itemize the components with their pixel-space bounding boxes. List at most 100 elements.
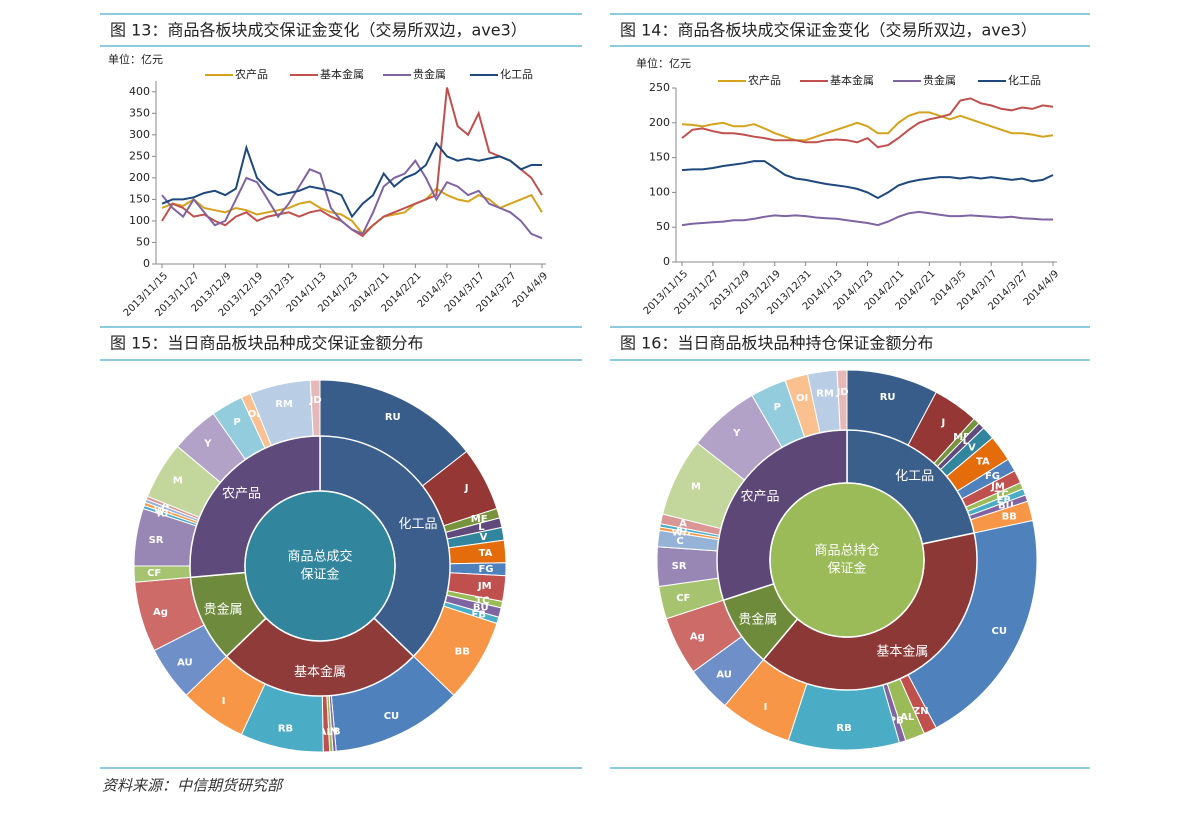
sector-label: RU (385, 412, 401, 423)
center-label: 商品总成交 (287, 549, 352, 565)
sector-label: C (676, 536, 683, 547)
sector-label: JM (477, 581, 492, 592)
chart-title: 图 15：当日商品板块品种成交保证金额分布 (110, 334, 423, 353)
y-tick-label: 200 (129, 171, 150, 184)
y-tick-label: 100 (129, 214, 150, 227)
sector-label: JD (309, 395, 322, 406)
series-line (161, 187, 543, 236)
legend-label: 基本金属 (830, 73, 874, 87)
sector-label: BU (998, 500, 1014, 511)
sector-label: Ag (153, 607, 168, 618)
y-tick-label: 400 (129, 85, 150, 98)
sector-label: L (478, 522, 485, 533)
legend-label: 贵金属 (413, 67, 446, 81)
sector-label: TA (976, 456, 990, 467)
sector-label: WH (154, 506, 173, 517)
sector-label: A (679, 519, 687, 530)
sector-label: AL (319, 727, 334, 738)
legend-label: 化工品 (500, 67, 533, 81)
center-label: 保证金 (827, 561, 866, 577)
group-label: 农产品 (741, 489, 780, 504)
group-label: 化工品 (399, 517, 438, 532)
legend-label: 贵金属 (923, 73, 956, 87)
sector-label: P (233, 417, 240, 428)
sector-label: M (691, 481, 701, 492)
sector-label: TC (475, 596, 489, 607)
y-tick-label: 150 (129, 192, 150, 205)
sector-label: CF (147, 568, 161, 579)
sector-label: TA (479, 548, 493, 559)
sector-label: J (940, 417, 945, 428)
group-label: 贵金属 (738, 612, 777, 628)
sector-label: FG (478, 564, 493, 575)
sector-label: V (480, 532, 488, 543)
sector-label: OI (796, 393, 808, 404)
sector-label: J (464, 483, 469, 494)
sector-label: Y (732, 428, 741, 439)
group-label: 农产品 (222, 487, 261, 502)
y-tick-label: 50 (656, 220, 670, 233)
sector-label: PB (889, 716, 904, 727)
legend-label: 农产品 (748, 73, 781, 87)
y-tick-label: 0 (663, 255, 670, 268)
series-line (681, 210, 1053, 227)
series-line (681, 111, 1054, 142)
sector-label: JM (990, 481, 1005, 492)
sector-label: SR (672, 561, 687, 572)
sector-label: RU (880, 392, 896, 403)
center (769, 482, 925, 638)
y-tick-label: 100 (649, 185, 670, 198)
sector-label: I (764, 702, 768, 713)
sector-label: AU (716, 670, 732, 681)
group-label: 基本金属 (876, 644, 928, 660)
sector-label: SR (149, 535, 164, 546)
chart-title: 图 16：当日商品板块品种持仓保证金额分布 (620, 334, 933, 353)
group-label: 贵金属 (204, 602, 243, 618)
sector-label: WH (672, 527, 691, 538)
sector-label: RM (275, 399, 293, 410)
chart-title: 图 13：商品各板块成交保证金变化（交易所双边，ave3） (110, 21, 527, 40)
chart-title: 图 14：商品各板块成交保证金变化（交易所双边，ave3） (620, 21, 1037, 40)
sector-label: RI (157, 508, 168, 519)
sector-label: CU (384, 711, 399, 722)
unit-label: 单位：亿元 (636, 56, 691, 70)
sector-label: BB (1002, 512, 1017, 523)
sector-label: Ag (690, 631, 705, 642)
sector-label: OI (248, 409, 260, 420)
center (244, 490, 396, 642)
y-tick-label: 50 (136, 235, 150, 248)
series-line (681, 160, 1054, 200)
y-tick-label: 150 (649, 151, 670, 164)
source: 资料来源：中信期货研究部 (102, 777, 285, 795)
sector-label: AL (900, 712, 915, 723)
unit-label: 单位：亿元 (108, 52, 163, 66)
sector-label: I (222, 696, 226, 707)
sector-label: ME (953, 432, 970, 443)
y-tick-label: 250 (649, 81, 670, 94)
sector-label: V (968, 443, 976, 454)
series-line (161, 87, 543, 238)
center-label: 商品总持仓 (814, 544, 879, 559)
sector-label: ME (471, 514, 488, 525)
sector-label: C (161, 503, 168, 514)
sector-label: P (774, 402, 781, 413)
y-tick-label: 350 (129, 106, 150, 119)
sector-label: ZN (913, 706, 929, 717)
y-tick-label: 300 (129, 128, 150, 141)
legend-label: 基本金属 (320, 67, 364, 81)
sector-label: BU (473, 603, 489, 614)
y-tick-label: 250 (129, 149, 150, 162)
legend-label: 农产品 (235, 67, 268, 81)
sector-label: AU (177, 657, 193, 668)
sector-label: RI (676, 524, 687, 535)
y-tick-label: 0 (143, 257, 150, 270)
group-label: 基本金属 (294, 664, 346, 680)
sector-label: RB (278, 723, 293, 734)
sector-label: FG (985, 471, 1000, 482)
sector-label: TC (995, 489, 1009, 500)
sector-label: RM (816, 388, 834, 399)
series-line (681, 97, 1054, 149)
sector-label: JD (836, 387, 849, 398)
sector-label: FB (997, 495, 1011, 506)
